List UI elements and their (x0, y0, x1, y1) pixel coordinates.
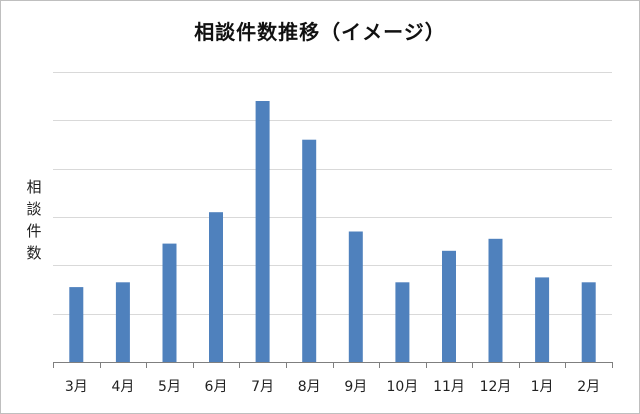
x-tick-label: 6月 (205, 379, 228, 395)
bar-2 (115, 282, 130, 363)
x-tick-label: 9月 (344, 379, 367, 395)
x-tick-label: 2月 (577, 379, 600, 395)
bar-12 (581, 282, 596, 363)
x-tick-labels: 3月 4月 5月 6月 7月 8月 9月 10月 11月 12月 1月 2月 (65, 379, 600, 395)
x-axis (53, 362, 613, 368)
y-axis-label-char: 相 (26, 178, 42, 196)
bar-4 (209, 212, 223, 362)
x-tick-label: 11月 (433, 379, 465, 395)
x-tick-label: 1月 (531, 379, 554, 395)
x-tick-label: 7月 (251, 379, 274, 395)
y-axis-label-char: 数 (26, 244, 42, 262)
x-tick-label: 4月 (111, 379, 134, 395)
chart-title: 相談件数推移（イメージ） (194, 20, 446, 44)
bar-7 (348, 231, 363, 362)
bar-5 (255, 101, 270, 362)
x-tick-label: 12月 (480, 379, 512, 395)
bar-11 (535, 277, 550, 362)
bar-8 (395, 282, 410, 363)
y-axis-label: 相談件数 (24, 176, 44, 264)
y-axis-label-char: 件 (26, 222, 42, 240)
bar-3 (162, 243, 177, 362)
bar-9 (442, 250, 456, 362)
bars (69, 101, 596, 363)
x-tick-label: 10月 (386, 379, 418, 395)
gridlines (53, 72, 612, 315)
bar-10 (488, 238, 503, 363)
x-tick-label: 5月 (158, 379, 181, 395)
bar-1 (69, 287, 84, 362)
x-tick-label: 3月 (65, 379, 88, 395)
bar-6 (302, 139, 317, 362)
y-axis-label-char: 談 (26, 200, 42, 218)
x-tick-label: 8月 (298, 379, 321, 395)
